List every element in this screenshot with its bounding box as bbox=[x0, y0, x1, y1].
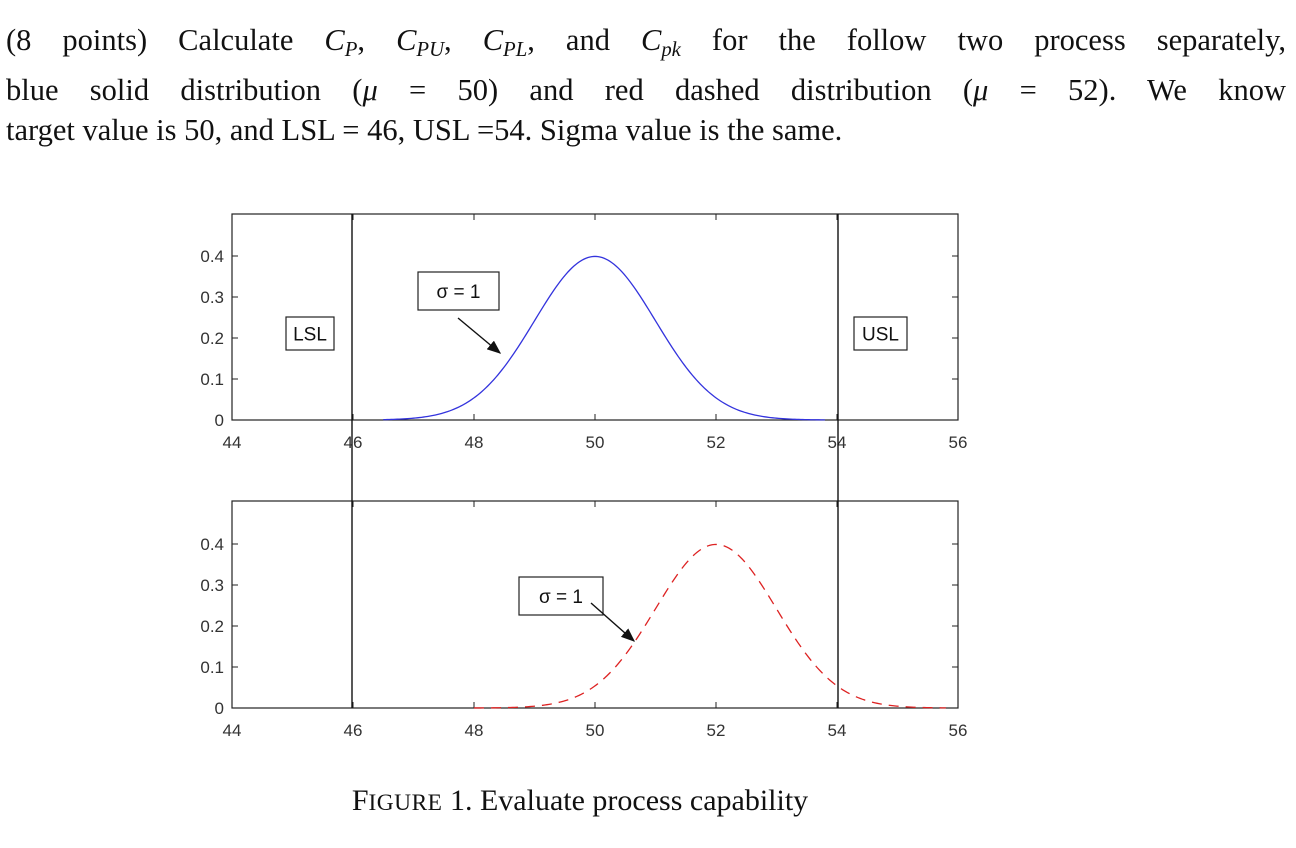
x-tick-label: 48 bbox=[465, 433, 484, 452]
cpl-letter: C bbox=[482, 23, 504, 57]
x-tick-label: 56 bbox=[949, 721, 968, 740]
x-tick-label: 56 bbox=[949, 433, 968, 452]
cp-symbol: CP bbox=[324, 23, 357, 61]
problem-statement: (8 points) Calculate CP, CPU, CPL, and C… bbox=[6, 20, 1286, 150]
x-tick-label: 54 bbox=[828, 721, 847, 740]
annotation-label: σ = 1 bbox=[437, 282, 481, 303]
x-tick-label: 46 bbox=[344, 721, 363, 740]
mu-symbol: μ bbox=[973, 72, 989, 107]
annotation-label: σ = 1 bbox=[539, 587, 583, 608]
caption-text: 1. Evaluate process capability bbox=[442, 784, 809, 817]
cpu-letter: C bbox=[396, 23, 417, 57]
cpu-symbol: CPU bbox=[396, 23, 444, 61]
cp-subscript: P bbox=[344, 38, 358, 61]
distribution-curve-solid bbox=[383, 255, 825, 421]
annotation-arrow bbox=[457, 317, 502, 354]
cpk-symbol: Cpk bbox=[640, 23, 681, 61]
x-tick-label: 44 bbox=[223, 433, 242, 452]
annotation-label: USL bbox=[862, 325, 899, 346]
y-tick-label: 0 bbox=[215, 699, 224, 718]
x-tick-label: 50 bbox=[586, 721, 605, 740]
x-tick-label: 48 bbox=[465, 721, 484, 740]
annotation-arrow bbox=[590, 602, 636, 642]
chart-panel-1: 44 46 48 50 52 54 56 0 0.1 0.2 0.3 0.4 LSL USL σ = 1 bbox=[200, 213, 968, 452]
problem-line-2: blue solid distribution (μ = 50) and red… bbox=[6, 70, 1286, 110]
cp-letter: C bbox=[324, 23, 345, 57]
problem-line-2-end: = 52). We know bbox=[988, 72, 1286, 107]
problem-line-2-start: blue solid distribution ( bbox=[6, 72, 363, 107]
separator: , bbox=[357, 23, 397, 57]
y-tick-label: 0.4 bbox=[200, 247, 224, 266]
x-tick-label: 52 bbox=[707, 433, 726, 452]
annotation-box bbox=[417, 271, 500, 311]
annotation-box bbox=[853, 316, 908, 351]
separator: , and bbox=[527, 23, 641, 57]
chart-panel-2: 44 46 48 50 52 54 56 0 0.1 0.2 0.3 0.4 σ = 1 bbox=[200, 500, 968, 740]
distribution-curve-dashed bbox=[473, 543, 946, 709]
x-tick-label: 54 bbox=[828, 433, 847, 452]
cpl-symbol: CPL bbox=[482, 23, 528, 61]
cpl-subscript: PL bbox=[503, 38, 528, 61]
annotation-box bbox=[285, 316, 335, 351]
x-tick-label: 52 bbox=[707, 721, 726, 740]
y-tick-label: 0 bbox=[215, 411, 224, 430]
problem-line-2-middle: = 50) and red dashed distribution ( bbox=[377, 72, 973, 107]
problem-line-1: (8 points) Calculate CP, CPU, CPL, and C… bbox=[6, 20, 1286, 70]
cpk-subscript: pk bbox=[661, 38, 681, 61]
cpu-subscript: PU bbox=[416, 38, 445, 61]
problem-line-1-intro: (8 points) Calculate bbox=[6, 23, 325, 57]
x-tick-label: 46 bbox=[344, 433, 363, 452]
x-tick-label: 50 bbox=[586, 433, 605, 452]
x-tick-label: 44 bbox=[223, 721, 242, 740]
annotation-label: LSL bbox=[293, 325, 327, 346]
problem-line-3: target value is 50, and LSL = 46, USL =5… bbox=[6, 112, 843, 147]
caption-initial: F bbox=[351, 784, 369, 817]
y-tick-label: 0.3 bbox=[200, 288, 224, 307]
separator: , bbox=[444, 23, 483, 57]
y-tick-label: 0.1 bbox=[200, 370, 224, 389]
cpk-letter: C bbox=[640, 23, 662, 57]
problem-line-1-end: for the follow two process separately, bbox=[680, 23, 1286, 57]
figure-caption: FIGURE 1. Evaluate process capability bbox=[0, 784, 1160, 818]
caption-smallcaps: IGURE bbox=[368, 790, 443, 816]
y-tick-label: 0.4 bbox=[200, 535, 224, 554]
plot-frame bbox=[231, 213, 959, 421]
y-tick-label: 0.3 bbox=[200, 576, 224, 595]
mu-symbol: μ bbox=[362, 72, 378, 107]
y-tick-label: 0.1 bbox=[200, 658, 224, 677]
annotation-box bbox=[518, 576, 604, 616]
y-tick-label: 0.2 bbox=[200, 617, 224, 636]
y-tick-label: 0.2 bbox=[200, 329, 224, 348]
